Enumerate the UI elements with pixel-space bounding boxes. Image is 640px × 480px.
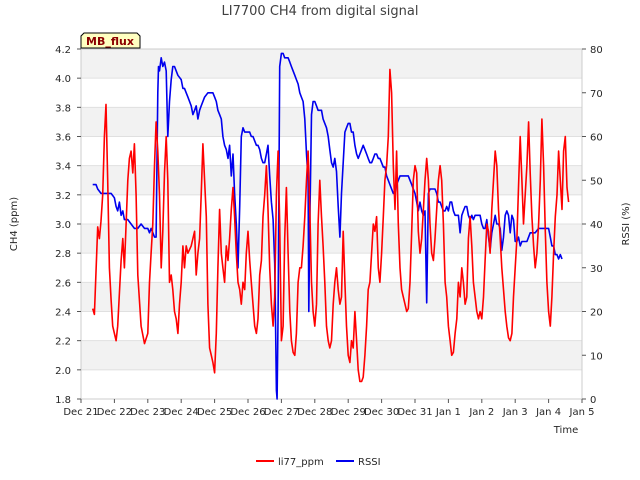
background-band xyxy=(81,107,582,137)
x-tick-label: Jan 5 xyxy=(569,407,595,418)
y-right-tick-label: 10 xyxy=(590,351,603,362)
y-left-tick-label: 2.4 xyxy=(55,308,71,319)
y-left-axis-ticks: 1.8 2.0 2.2 2.4 2.6 2.8 3.0 3.2 3.4 3.6 3.8 4.0 4.2 xyxy=(55,45,81,406)
badge-box xyxy=(80,32,141,49)
x-tick-label: Jan 2 xyxy=(468,407,494,418)
badge-label: MB_flux xyxy=(86,35,134,48)
background-band xyxy=(81,224,582,254)
y-left-tick-label: 3.6 xyxy=(55,133,71,144)
series-line-li77-ppm xyxy=(91,68,570,383)
x-tick-label: Dec 26 xyxy=(230,407,265,418)
y-left-tick-label: 2.0 xyxy=(55,366,71,377)
y-right-tick-label: 20 xyxy=(590,308,603,319)
background-band xyxy=(81,282,582,312)
legend: li77_ppm RSSI xyxy=(256,457,381,468)
y-right-tick-label: 0 xyxy=(590,395,596,406)
x-tick-label: Dec 21 xyxy=(63,407,98,418)
x-tick-label: Dec 31 xyxy=(397,407,432,418)
background-band xyxy=(81,49,582,79)
x-tick-label: Dec 29 xyxy=(331,407,366,418)
x-tick-label: Dec 23 xyxy=(130,407,165,418)
y-right-tick-label: 40 xyxy=(590,220,603,231)
y-left-tick-label: 3.8 xyxy=(55,103,71,114)
y-left-tick-label: 4.2 xyxy=(55,45,71,56)
y-left-tick-label: 3.4 xyxy=(55,162,71,173)
y-left-tick-label: 2.8 xyxy=(55,249,71,260)
x-tick-label: Dec 25 xyxy=(197,407,232,418)
y-left-tick-label: 3.2 xyxy=(55,191,71,202)
y-left-tick-label: 3.0 xyxy=(55,220,71,231)
y-right-axis-ticks: 0 10 20 30 40 50 60 70 80 xyxy=(582,45,603,406)
x-tick-label: Dec 24 xyxy=(164,407,199,418)
y-right-tick-label: 80 xyxy=(590,45,603,56)
x-tick-label: Dec 22 xyxy=(97,407,132,418)
x-tick-label: Dec 28 xyxy=(297,407,332,418)
series-line-rssi xyxy=(92,52,563,400)
mb-flux-badge: MB_flux xyxy=(80,32,141,49)
x-axis-title: Time xyxy=(553,425,578,436)
plot-background-bands xyxy=(81,49,582,370)
legend-label-rssi: RSSI xyxy=(358,457,381,468)
y-left-tick-label: 4.0 xyxy=(55,74,71,85)
x-tick-label: Dec 30 xyxy=(364,407,399,418)
y-right-tick-label: 50 xyxy=(590,176,603,187)
y-left-tick-label: 2.6 xyxy=(55,278,71,289)
x-tick-label: Jan 4 xyxy=(535,407,561,418)
x-tick-label: Jan 3 xyxy=(502,407,528,418)
y-left-tick-label: 1.8 xyxy=(55,395,71,406)
y-right-tick-label: 70 xyxy=(590,89,603,100)
background-band xyxy=(81,340,582,370)
y-left-tick-label: 2.2 xyxy=(55,337,71,348)
legend-label-li77-ppm: li77_ppm xyxy=(278,457,324,468)
y-right-axis-title: RSSI (%) xyxy=(621,202,632,245)
y-right-tick-label: 30 xyxy=(590,264,603,275)
series-layer xyxy=(91,52,570,400)
chart-title: LI7700 CH4 from digital signal xyxy=(222,4,419,19)
x-tick-label: Jan 1 xyxy=(435,407,461,418)
x-tick-label: Dec 27 xyxy=(264,407,299,418)
y-left-axis-title: CH4 (ppm) xyxy=(9,197,20,251)
y-right-tick-label: 60 xyxy=(590,133,603,144)
